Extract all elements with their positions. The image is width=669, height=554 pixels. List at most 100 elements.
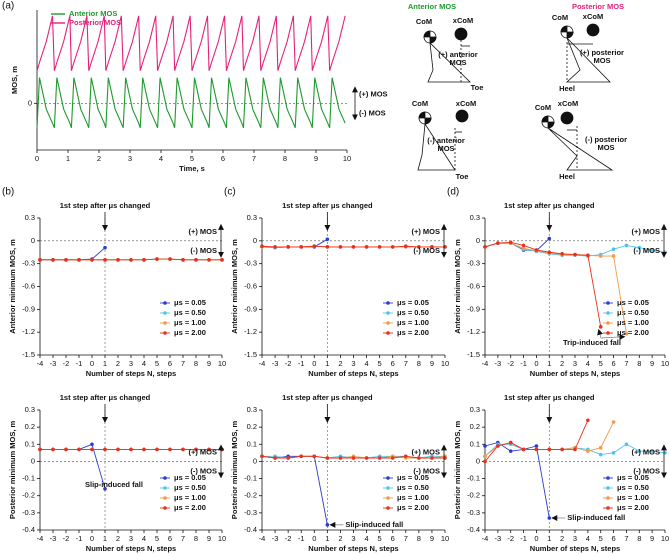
data-point	[586, 418, 590, 423]
data-point	[390, 245, 395, 249]
y-tick-label: 0.1	[470, 439, 480, 448]
data-point	[51, 258, 55, 262]
y-axis-label: Anterior minimum MOS, m	[8, 239, 17, 334]
x-tick-label: 7	[404, 359, 408, 368]
data-point	[547, 447, 552, 452]
y-tick-label: -0.9	[22, 304, 35, 313]
data-point	[90, 447, 94, 452]
x-axis-label: Number of steps N, steps	[530, 369, 620, 378]
legend-label: μs = 0.05	[174, 473, 206, 482]
y-tick-label: 0	[28, 98, 32, 107]
series-line	[36, 15, 346, 71]
data-point	[103, 447, 107, 452]
data-point	[521, 246, 526, 251]
x-tick-label: 3	[129, 359, 133, 368]
y-tick-label: -0.6	[244, 281, 257, 290]
data-point	[611, 451, 616, 455]
legend-label: μs = 2.00	[397, 503, 429, 512]
data-point	[325, 456, 330, 460]
x-tick-label: 4	[142, 534, 146, 543]
y-tick-label: -0.1	[244, 474, 257, 483]
legend-marker	[163, 331, 167, 335]
x-tick-label: 5	[599, 534, 603, 543]
series-line	[484, 442, 550, 519]
x-tick-label: 6	[391, 534, 395, 543]
y-tick-label: 0.3	[470, 405, 480, 414]
data-point	[77, 258, 81, 262]
xcom-label: xCoM	[453, 16, 473, 25]
data-point	[312, 454, 317, 459]
mos-label: (+) anterior	[438, 50, 477, 59]
y-tick-label: 0.2	[25, 422, 35, 431]
x-tick-label: 0	[312, 359, 316, 368]
mos-label: MOS	[597, 143, 614, 152]
x-tick-label: -1	[76, 534, 83, 543]
data-point	[483, 245, 487, 249]
x-tick-label: -1	[298, 359, 305, 368]
body	[547, 127, 614, 171]
data-point	[560, 251, 564, 256]
series-line	[484, 242, 627, 334]
x-tick-label: 9	[430, 359, 434, 368]
data-point	[417, 245, 421, 249]
data-point	[508, 440, 513, 445]
x-tick-label: -2	[63, 534, 70, 543]
x-tick-label: 8	[417, 534, 421, 543]
x-axis-label: Number of steps N, steps	[86, 369, 176, 378]
data-point	[273, 245, 277, 249]
series-line	[261, 455, 328, 525]
legend-label: μs = 2.00	[617, 503, 649, 512]
y-tick-label: -0.2	[467, 491, 480, 500]
data-point	[38, 447, 42, 452]
data-point	[547, 236, 552, 241]
data-point	[155, 257, 159, 261]
x-tick-label: 0	[534, 359, 538, 368]
series-line	[36, 77, 346, 129]
x-tick-label: 3	[573, 359, 577, 368]
data-point	[220, 258, 224, 262]
legend-label: μs = 0.50	[617, 308, 649, 317]
xcom-marker	[586, 23, 600, 37]
mos-minus: (-) MOS	[190, 246, 217, 255]
data-point	[637, 449, 642, 453]
x-tick-label: 3	[573, 534, 577, 543]
mos-label: (-) anterior	[427, 136, 465, 145]
legend-label: μs = 0.05	[397, 298, 429, 307]
data-point	[611, 420, 616, 424]
x-axis-label: Time, s	[179, 164, 205, 173]
x-tick-label: 8	[283, 154, 287, 163]
x-tick-label: 10	[441, 359, 449, 368]
x-tick-label: 4	[364, 359, 368, 368]
data-point	[650, 248, 654, 252]
com-label: CoM	[535, 103, 551, 112]
data-point	[260, 454, 264, 459]
x-tick-label: 7	[404, 534, 408, 543]
foot-label: Toe	[456, 172, 469, 181]
x-tick-label: 8	[417, 359, 421, 368]
x-tick-label: 0	[534, 534, 538, 543]
x-tick-label: 7	[624, 359, 628, 368]
data-point	[338, 245, 343, 249]
mos-plus: (+) MOS	[411, 227, 440, 236]
data-point	[351, 456, 356, 460]
data-point	[586, 253, 590, 258]
data-point	[129, 258, 133, 262]
x-tick-label: 9	[314, 154, 318, 163]
data-point	[586, 449, 590, 453]
data-point	[483, 459, 487, 464]
y-axis-label: Posterior minimum MOS, m	[8, 420, 17, 519]
y-tick-label: -1.5	[244, 350, 257, 359]
panel-label: (d)	[447, 187, 459, 198]
mos-label: MOS	[449, 58, 466, 67]
x-tick-label: 3	[129, 534, 133, 543]
x-tick-label: 7	[624, 534, 628, 543]
series-line	[40, 247, 106, 261]
mos-plus: (+) MOS	[631, 227, 660, 236]
data-point	[142, 258, 146, 262]
data-point	[377, 456, 382, 460]
data-point	[624, 243, 629, 248]
legend-marker	[606, 331, 610, 335]
x-tick-label: 1	[103, 534, 107, 543]
x-tick-label: 3	[351, 359, 355, 368]
